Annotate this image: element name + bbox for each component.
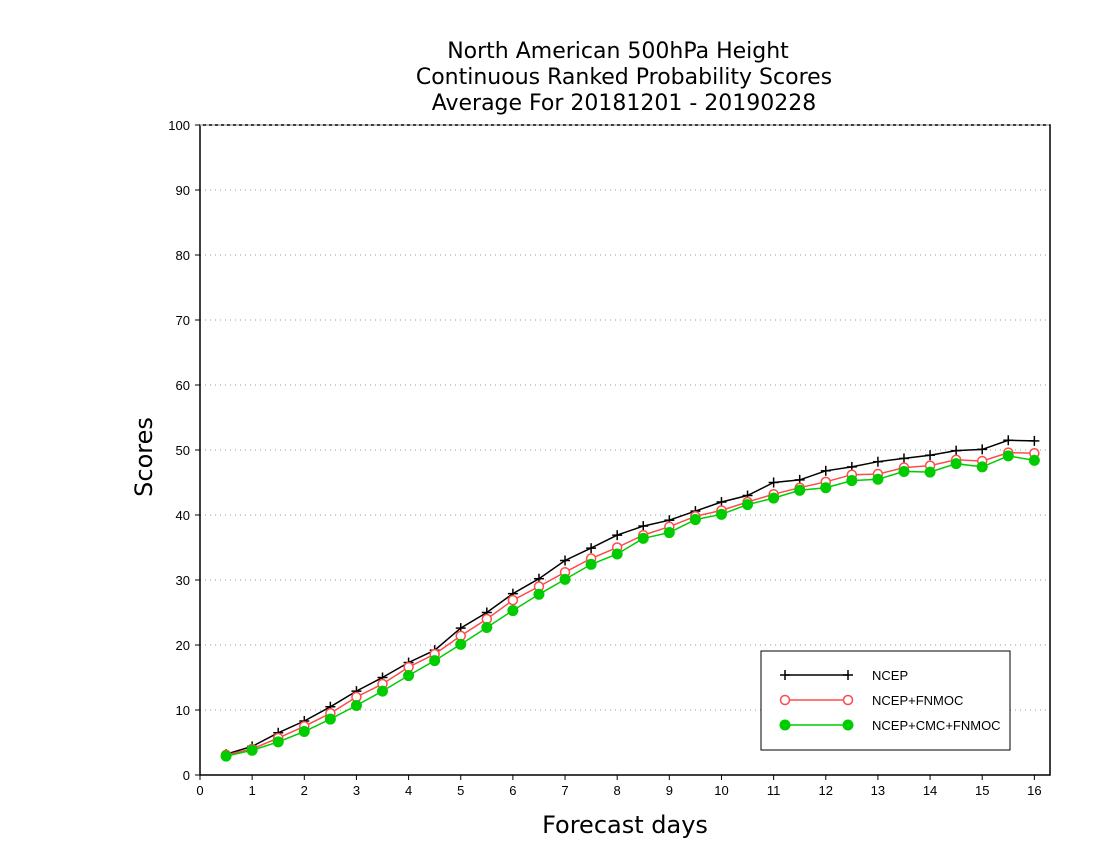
data-point [585, 558, 597, 570]
legend-marker [842, 719, 854, 731]
y-tick-label: 40 [176, 508, 190, 523]
y-tick-label: 50 [176, 443, 190, 458]
x-tick-label: 0 [196, 783, 203, 798]
x-tick-label: 8 [614, 783, 621, 798]
data-point [246, 744, 258, 756]
legend: NCEP NCEP+FNMOC NCEP+CMC+FNMOC [760, 650, 1011, 751]
x-tick-label: 1 [249, 783, 256, 798]
x-tick-label: 10 [714, 783, 728, 798]
y-tick-label: 100 [168, 118, 190, 133]
y-tick-label: 20 [176, 638, 190, 653]
data-point [377, 685, 389, 697]
data-point [559, 573, 571, 585]
x-tick-label: 9 [666, 783, 673, 798]
data-point [1002, 450, 1014, 462]
y-tick-label: 70 [176, 313, 190, 328]
data-point [298, 725, 310, 737]
data-point [872, 473, 884, 485]
data-point [611, 548, 623, 560]
x-tick-label: 13 [871, 783, 885, 798]
data-point [507, 605, 519, 617]
data-point [950, 458, 962, 470]
legend-entry: NCEP [780, 668, 908, 683]
data-point [637, 532, 649, 544]
y-tick-label: 60 [176, 378, 190, 393]
data-point [350, 699, 362, 711]
data-point [324, 713, 336, 725]
x-axis: 0 1 2 3 4 5 6 7 8 9 10 11 12 13 14 15 16 [196, 775, 1042, 798]
data-point [951, 445, 962, 456]
data-point [507, 594, 519, 606]
x-tick-label: 15 [975, 783, 989, 798]
chart-title-line-3: Average For 20181201 - 20190228 [432, 91, 817, 116]
legend-marker [843, 670, 853, 680]
chart-title-line-2: Continuous Ranked Probability Scores [416, 65, 832, 90]
legend-label: NCEP+CMC+FNMOC [872, 718, 1001, 733]
chart-title: North American 500hPa Height Continuous … [416, 39, 832, 116]
legend-marker [780, 670, 790, 680]
data-point [1003, 435, 1014, 446]
data-point [742, 499, 754, 511]
data-point [1028, 454, 1040, 466]
data-point [533, 588, 545, 600]
series-group [220, 435, 1040, 762]
data-point [586, 543, 597, 554]
series-ncep-cmc-fnmoc [220, 450, 1040, 762]
x-tick-label: 7 [561, 783, 568, 798]
legend-marker [779, 694, 791, 706]
data-point [768, 492, 780, 504]
y-tick-label: 30 [176, 573, 190, 588]
x-tick-label: 5 [457, 783, 464, 798]
data-point [1029, 435, 1040, 446]
x-tick-label: 16 [1027, 783, 1041, 798]
y-axis-label: Scores [130, 417, 158, 497]
data-point [481, 621, 493, 633]
data-point [820, 482, 832, 494]
data-point [820, 465, 831, 476]
data-point [794, 484, 806, 496]
legend-label: NCEP [872, 668, 908, 683]
data-point [220, 750, 232, 762]
x-tick-label: 6 [509, 783, 516, 798]
legend-entry: NCEP+CMC+FNMOC [779, 718, 1001, 733]
data-point [638, 521, 649, 532]
x-tick-label: 14 [923, 783, 937, 798]
x-tick-label: 11 [767, 783, 781, 798]
data-point [924, 466, 936, 478]
legend-entry: NCEP+FNMOC [779, 693, 963, 708]
data-point [455, 638, 467, 650]
data-point [715, 508, 727, 520]
data-point [925, 450, 936, 461]
data-point [272, 736, 284, 748]
gridlines [200, 189, 1050, 711]
x-tick-label: 2 [301, 783, 308, 798]
data-point [768, 477, 779, 488]
x-tick-label: 3 [353, 783, 360, 798]
data-point [612, 530, 623, 541]
y-axis: 0 10 20 30 40 50 60 70 80 90 100 [168, 118, 200, 783]
legend-marker [779, 719, 791, 731]
chart-title-line-1: North American 500hPa Height [447, 39, 789, 64]
x-tick-label: 12 [819, 783, 833, 798]
x-axis-label: Forecast days [542, 811, 708, 839]
x-tick-label: 4 [405, 783, 412, 798]
data-point [663, 527, 675, 539]
data-point [403, 670, 415, 682]
data-point [429, 655, 441, 667]
y-tick-label: 10 [176, 703, 190, 718]
data-point [846, 475, 858, 487]
data-point [898, 465, 910, 477]
data-point [560, 555, 571, 566]
y-tick-label: 80 [176, 248, 190, 263]
data-point [976, 461, 988, 473]
legend-marker [842, 694, 854, 706]
y-tick-label: 90 [176, 183, 190, 198]
data-point [689, 514, 701, 526]
data-point [977, 444, 988, 455]
legend-label: NCEP+FNMOC [872, 693, 963, 708]
y-tick-label: 0 [183, 768, 190, 783]
data-point [898, 453, 909, 464]
data-point [872, 456, 883, 467]
